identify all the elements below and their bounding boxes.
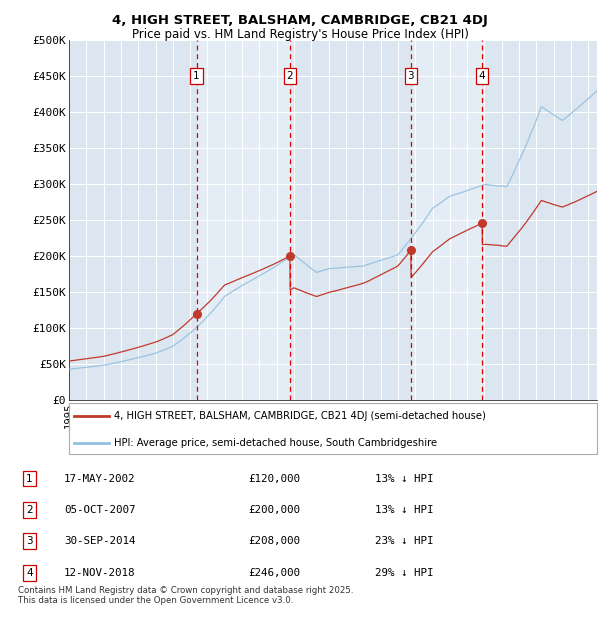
Text: 3: 3: [407, 71, 414, 81]
Bar: [197, 40, 290, 400]
Text: £200,000: £200,000: [248, 505, 301, 515]
Text: 17-MAY-2002: 17-MAY-2002: [64, 474, 136, 484]
Text: £246,000: £246,000: [248, 568, 301, 578]
Text: 4, HIGH STREET, BALSHAM, CAMBRIDGE, CB21 4DJ: 4, HIGH STREET, BALSHAM, CAMBRIDGE, CB21…: [112, 14, 488, 27]
Text: 1: 1: [193, 71, 200, 81]
Text: 29% ↓ HPI: 29% ↓ HPI: [375, 568, 434, 578]
Text: 2: 2: [26, 505, 33, 515]
Text: 1: 1: [26, 474, 33, 484]
Text: 13% ↓ HPI: 13% ↓ HPI: [375, 474, 434, 484]
Text: 3: 3: [26, 536, 33, 546]
Text: 13% ↓ HPI: 13% ↓ HPI: [375, 505, 434, 515]
Text: 4: 4: [26, 568, 33, 578]
Bar: [411, 40, 482, 400]
Text: 05-OCT-2007: 05-OCT-2007: [64, 505, 136, 515]
Text: 4, HIGH STREET, BALSHAM, CAMBRIDGE, CB21 4DJ (semi-detached house): 4, HIGH STREET, BALSHAM, CAMBRIDGE, CB21…: [114, 410, 486, 421]
Text: 12-NOV-2018: 12-NOV-2018: [64, 568, 136, 578]
Text: £208,000: £208,000: [248, 536, 301, 546]
Text: Price paid vs. HM Land Registry's House Price Index (HPI): Price paid vs. HM Land Registry's House …: [131, 28, 469, 41]
Text: 23% ↓ HPI: 23% ↓ HPI: [375, 536, 434, 546]
Text: 30-SEP-2014: 30-SEP-2014: [64, 536, 136, 546]
Text: 2: 2: [287, 71, 293, 81]
Text: Contains HM Land Registry data © Crown copyright and database right 2025.
This d: Contains HM Land Registry data © Crown c…: [18, 586, 353, 605]
Text: 4: 4: [479, 71, 485, 81]
Text: HPI: Average price, semi-detached house, South Cambridgeshire: HPI: Average price, semi-detached house,…: [114, 438, 437, 448]
Text: £120,000: £120,000: [248, 474, 301, 484]
